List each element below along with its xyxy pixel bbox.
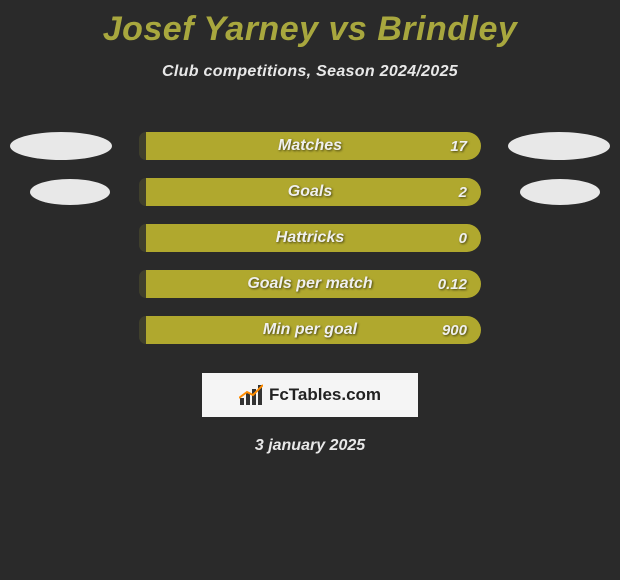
stats-container: Matches 17 Goals 2 Hattricks 0 Goals per match… <box>0 123 620 353</box>
page-title: Josef Yarney vs Brindley <box>0 0 620 49</box>
stat-value-right: 0 <box>459 230 467 247</box>
stat-value-right: 17 <box>450 138 467 155</box>
team-right-icon <box>520 179 600 205</box>
stat-row: Hattricks 0 <box>0 215 620 261</box>
source-badge-text: FcTables.com <box>269 385 381 405</box>
team-right-icon <box>508 132 610 160</box>
stat-label: Min per goal <box>263 321 357 339</box>
stat-row: Min per goal 900 <box>0 307 620 353</box>
source-badge[interactable]: FcTables.com <box>202 373 418 417</box>
stat-bar: Matches 17 <box>139 132 481 160</box>
stat-bar-left <box>139 316 146 344</box>
team-left-icon <box>10 132 112 160</box>
bars-icon <box>239 384 263 406</box>
stat-label: Goals per match <box>247 275 372 293</box>
stat-label: Hattricks <box>276 229 344 247</box>
stat-row: Goals 2 <box>0 169 620 215</box>
stat-bar: Goals 2 <box>139 178 481 206</box>
stat-label: Goals <box>288 183 332 201</box>
date-text: 3 january 2025 <box>0 437 620 455</box>
stat-bar-left <box>139 132 146 160</box>
stat-label: Matches <box>278 137 342 155</box>
stat-bar: Min per goal 900 <box>139 316 481 344</box>
stat-value-right: 900 <box>442 322 467 339</box>
team-left-icon <box>30 179 110 205</box>
subtitle: Club competitions, Season 2024/2025 <box>0 63 620 81</box>
stat-row: Matches 17 <box>0 123 620 169</box>
stat-bar-left <box>139 178 146 206</box>
stat-bar-left <box>139 270 146 298</box>
stat-bar-left <box>139 224 146 252</box>
stat-bar: Goals per match 0.12 <box>139 270 481 298</box>
stat-bar: Hattricks 0 <box>139 224 481 252</box>
stat-value-right: 0.12 <box>438 276 467 293</box>
stat-value-right: 2 <box>459 184 467 201</box>
stat-row: Goals per match 0.12 <box>0 261 620 307</box>
source-badge-logo: FcTables.com <box>239 384 381 406</box>
